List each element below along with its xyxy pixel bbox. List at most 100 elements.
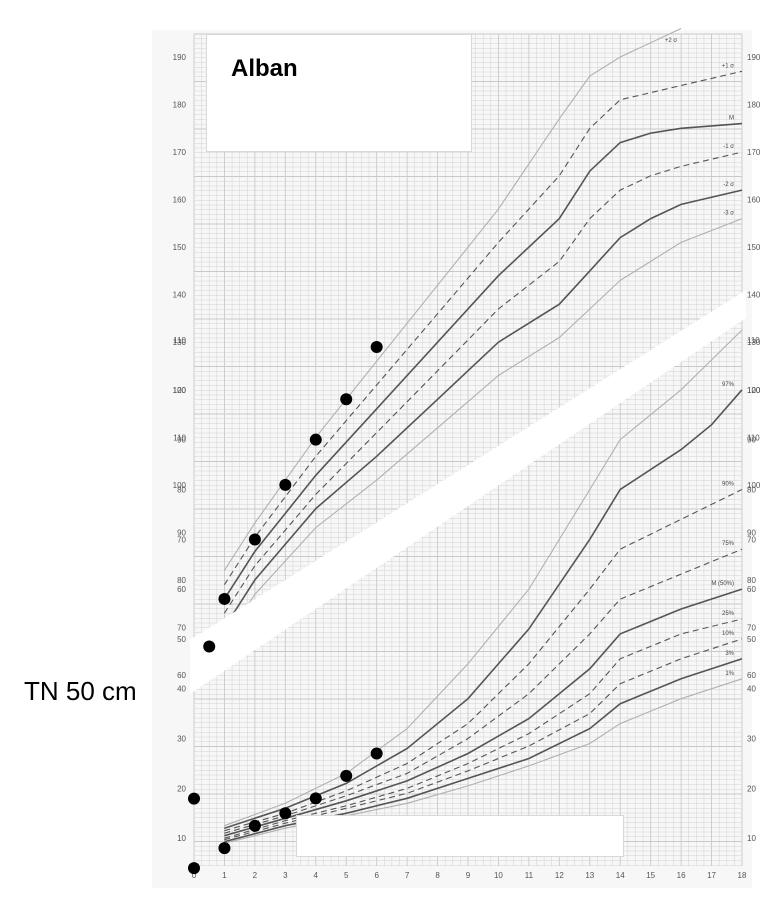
x-tick-label: 8 (435, 871, 440, 880)
curve-weight (224, 548, 743, 834)
x-tick-label: 4 (314, 871, 319, 880)
curve-label: 3% (725, 651, 734, 657)
curve-weight (224, 329, 743, 827)
x-tick-label: 10 (494, 871, 503, 880)
y-tick-weight-left: 30 (177, 735, 186, 744)
y-tick-weight-left: 90 (177, 436, 186, 445)
y-tick-weight-right: 110 (747, 336, 760, 345)
curve-label: 10% (722, 631, 735, 637)
data-point-weight (279, 807, 292, 820)
y-tick-weight-right: 60 (747, 585, 756, 594)
chart-grid (193, 33, 743, 866)
y-tick-height-right: 160 (747, 196, 761, 205)
y-tick-height-right: 140 (747, 291, 761, 300)
data-point-height (370, 340, 383, 353)
curve-label: 90% (722, 481, 735, 487)
y-tick-height-right: 170 (747, 148, 761, 157)
y-tick-height-left: 80 (177, 576, 186, 585)
curve-weight (224, 389, 743, 829)
y-tick-height-right: 80 (747, 576, 756, 585)
y-tick-weight-right: 40 (747, 685, 756, 694)
x-tick-label: 5 (344, 871, 349, 880)
y-tick-height-right: 130 (747, 338, 761, 347)
y-tick-weight-left: 20 (177, 784, 186, 793)
curve-label: -2 σ (723, 182, 734, 188)
y-tick-height-right: 150 (747, 243, 761, 252)
curve-height (223, 218, 743, 642)
patient-name-box: Alban (206, 34, 472, 152)
y-tick-height-right: 60 (747, 671, 756, 680)
y-tick-height-right: 110 (747, 433, 760, 442)
x-tick-label: 9 (466, 871, 471, 880)
y-tick-height-right: 70 (747, 623, 756, 632)
data-point-height (279, 478, 292, 491)
y-tick-height-left: 170 (173, 148, 187, 157)
curve-height (223, 122, 743, 600)
data-point-weight (309, 792, 322, 805)
patient-name: Alban (231, 55, 298, 82)
x-tick-label: 12 (555, 871, 564, 880)
data-point-height (248, 533, 261, 546)
x-tick-label: 6 (374, 871, 379, 880)
y-tick-height-left: 120 (173, 386, 187, 395)
y-tick-height-left: 150 (173, 243, 187, 252)
reference-curves: +2 σ+1 σM-1 σ-2 σ-3 σ99%97%90%75%M (50%)… (223, 28, 743, 844)
curve-label: +2 σ (665, 38, 678, 44)
curve-weight (224, 618, 743, 839)
y-tick-height-left: 140 (173, 291, 187, 300)
y-tick-height-left: 70 (177, 623, 186, 632)
x-tick-label: 0 (192, 871, 197, 880)
y-tick-weight-left: 10 (177, 834, 186, 843)
x-tick-label: 3 (283, 871, 288, 880)
y-tick-height-left: 180 (173, 101, 187, 110)
x-tick-label: 17 (707, 871, 716, 880)
y-tick-weight-left: 110 (173, 336, 186, 345)
y-tick-height-right: 100 (747, 481, 761, 490)
y-tick-weight-left: 80 (177, 485, 186, 494)
curve-label: 75% (722, 541, 735, 547)
y-tick-height-left: 190 (173, 53, 187, 62)
curve-height (223, 70, 743, 585)
y-tick-height-left: 90 (177, 528, 186, 537)
data-point-weight (248, 819, 261, 832)
x-tick-label: 14 (616, 871, 625, 880)
x-tick-label: 11 (525, 871, 534, 880)
data-point-height (218, 592, 231, 605)
x-tick-label: 7 (405, 871, 410, 880)
data-point-weight (340, 769, 353, 782)
data-point-height (340, 393, 353, 406)
curve-label: +1 σ (722, 63, 735, 69)
y-tick-weight-right: 80 (747, 485, 756, 494)
x-tick-label: 13 (585, 871, 594, 880)
x-tick-label: 16 (677, 871, 686, 880)
y-tick-height-right: 180 (747, 101, 761, 110)
y-tick-height-left: 130 (173, 338, 187, 347)
y-tick-weight-right: 30 (747, 735, 756, 744)
y-tick-weight-right: 90 (747, 436, 756, 445)
patient-points (188, 340, 383, 875)
curve-label: 97% (722, 382, 735, 388)
separator-band (190, 290, 746, 694)
y-tick-height-left: 100 (173, 481, 187, 490)
data-point-weight (218, 842, 231, 855)
chart-paper (152, 30, 752, 888)
x-tick-label: 15 (646, 871, 655, 880)
curve-height (223, 151, 743, 614)
curve-label: 25% (722, 611, 735, 617)
data-point-weight (370, 747, 383, 760)
curve-label: 1% (725, 671, 734, 677)
curve-label: M (50%) (711, 581, 734, 587)
curve-label: M (729, 116, 734, 122)
data-point-height (309, 433, 322, 446)
data-point-height (203, 640, 216, 653)
data-point-weight (188, 862, 200, 875)
blank-label-box (296, 815, 624, 857)
x-tick-label: 18 (738, 871, 747, 880)
birth-length-label: TN 50 cm (24, 676, 137, 706)
y-tick-weight-left: 50 (177, 635, 186, 644)
y-tick-weight-right: 10 (747, 834, 756, 843)
y-tick-height-left: 110 (173, 433, 186, 442)
y-tick-height-right: 90 (747, 528, 756, 537)
